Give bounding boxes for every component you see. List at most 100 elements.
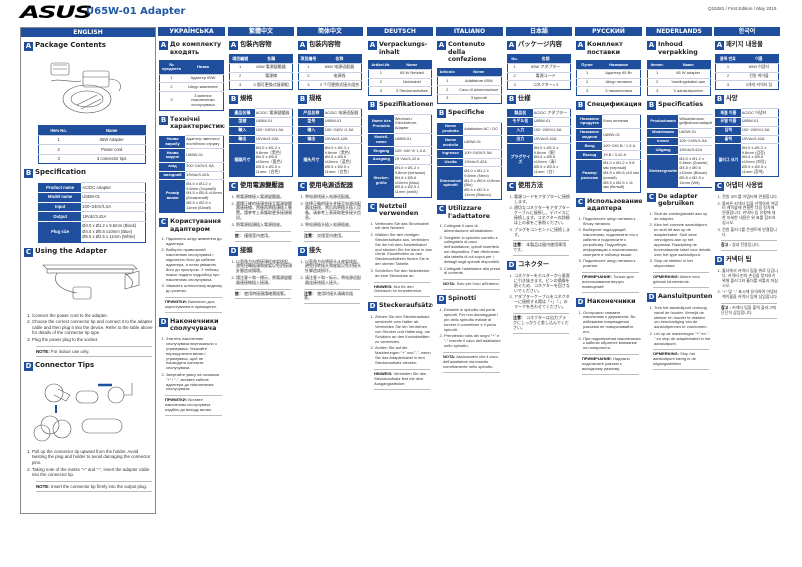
spec-label: 플러그 크기	[715, 143, 741, 177]
section-title: 規格	[240, 95, 253, 103]
item-number: 1	[368, 68, 393, 79]
section-title: Spinotti	[448, 295, 477, 303]
connector-steps: コネクターをホルダーから垂直に引き抜きます。ピンの損傷を防ぐため、コネクターを回…	[507, 273, 571, 310]
spec-value: 100~240 В / 1.5 А	[602, 141, 641, 151]
language-column-5: ITALIANO A Contenuto della confezione Artic…	[436, 27, 503, 532]
asus-logo: ASUS	[20, 3, 93, 23]
section-a-heading: A Inhoud verpakking	[647, 41, 711, 56]
connector-steps: 以直角方向將接頭從座架拔起，避免扭轉插頭和座架以免對接頭針腳造成損壞。請注意＋和…	[229, 259, 293, 286]
section-letter: A	[647, 41, 656, 50]
usage-note: 注意： 仅限室内使用。	[304, 230, 360, 242]
section-letter: A	[229, 41, 238, 50]
section-a-heading: A Package Contents	[24, 41, 154, 51]
table-row: Название продукта Блок питания	[576, 114, 641, 129]
table-row: вхід 100~240V/1.5A	[159, 161, 224, 172]
section-c-heading: C 使用方法	[507, 182, 571, 192]
note-label: OPMERKING:	[653, 351, 679, 357]
table-row: Nome prodotto Adattatore AC / DC	[437, 121, 502, 136]
spec-value: AC/DC 電源變壓器	[254, 108, 293, 118]
connector-steps: Trek het aansluitpunt omhoog vanaf de ho…	[647, 305, 711, 347]
spec-label: Назва моделі	[159, 148, 186, 163]
section-title: 接头	[309, 246, 322, 254]
table-row: Product name AC/DC Adapter	[38, 182, 146, 193]
section-a-heading: A До комплекту входять	[159, 41, 224, 56]
step: Ziehen Sie den Steckeraufsatz senkrecht …	[375, 314, 432, 344]
table-row: Plug size Ø4.0 x Ø1.2 x 9.8mm (Black) Ø4.…	[38, 220, 146, 243]
usage-note: ПРИМЕЧАНИЕ: Только для использования вну…	[582, 271, 639, 293]
section-letter: B	[229, 95, 238, 105]
table-row: 1 Адаптер 65W	[159, 73, 224, 83]
table-row: 1 65W アダプター	[507, 62, 571, 73]
spec-label: Stekkergrootte	[647, 154, 679, 188]
item-number: 1	[159, 73, 183, 83]
usage-steps: 將電源線接入電源變壓器。選擇正確的接頭並接至電源變壓器連接線，然後再將插頭插入裝…	[229, 194, 293, 227]
step: 올바른 커넥터 팁을 선택하여 어댑터 케이블에 연결한 다음 장치에 연결합니…	[722, 201, 779, 227]
spec-value: 19Vdc/3.42A	[254, 134, 293, 144]
item-name: 3 змінних наконечники сполучувача	[182, 91, 224, 111]
section-title: Specification	[35, 168, 86, 177]
note-label: HINWEIS:	[374, 370, 393, 376]
step: Виберіть правильний наконечник сполучува…	[166, 247, 224, 282]
table-row: 出力 19Vdc/3.42A	[507, 134, 571, 144]
step: Увімкніть штепсельну виделку до розетки.	[166, 283, 224, 294]
section-title: 使用電源變壓器	[240, 182, 285, 190]
table-row: 1 65W Adapter	[38, 134, 146, 145]
package-contents-table: Пункт Название 1 Адаптер 65 Вт 2 Шнур питания…	[576, 60, 641, 97]
item-number: 3	[298, 80, 318, 90]
note-label: 注意：	[304, 290, 316, 296]
table-row: Stecker-größe Ø4,0 x Ø1,2 x 9,8mm (schwar…	[368, 163, 432, 198]
note-text: Nur für den Gebrauch im Innenbereich.	[374, 283, 423, 294]
section-title: Steckeraufsätze	[379, 302, 433, 310]
note-text: コネクターは出力プラグにしっかりと差し込んでください。	[513, 315, 569, 330]
step: Prendendo nota dei segni "+" e "-" inser…	[444, 333, 502, 349]
note-label: ПРИМІТКИ:	[165, 299, 187, 305]
step: Wählen Sie den richtigen Steckeraufsatz …	[375, 232, 432, 267]
item-number: 1	[715, 62, 740, 73]
spec-value: Ø4.0 x Ø1.2 x 9.8mm（黒） Ø4.5 x Ø0.6 x10mm…	[532, 143, 571, 177]
table-row: Productnaam Wisselstroom/ gelijkstroomada…	[647, 114, 712, 129]
item-name: Адаптер 65W	[182, 73, 224, 83]
section-letter: A	[715, 41, 724, 50]
spec-value: 19Vdc/3.42A	[81, 211, 146, 222]
section-letter: B	[298, 95, 307, 105]
note-text: Verbinden Sie den Steckeraufsatz fest mi…	[374, 370, 427, 386]
item-name: 65W 電源變壓器	[250, 62, 293, 73]
section-title: 패키지 내용물	[726, 41, 763, 48]
spec-value: 19Vdc/3.42A	[185, 170, 224, 180]
note-label: HINWEIS:	[374, 283, 393, 289]
step: Schließen Sie den Netzstecker an eine St…	[375, 268, 432, 279]
table-row: 모델 이름 U65W-01	[715, 116, 779, 127]
table-row: 输出 19Vdc/3.42A	[298, 134, 362, 144]
spec-value: U65W-01	[323, 116, 362, 127]
spec-value: 100~240 V/ 1,5 A	[393, 146, 432, 156]
spec-value: Adattatore AC / DC	[463, 121, 502, 136]
section-letter: A	[507, 41, 516, 50]
item-number: 2	[38, 144, 79, 155]
specification-table: Назва виробу Адаптер змінного/ постійного…	[159, 134, 224, 214]
language-column-9: 한국어 A 패키지 내용물 품목 번호 이름 1 65W 어댑터 2 전원 케이블 3 3개의 커넥…	[714, 27, 780, 532]
table-row: 1 65W 电源适配器	[298, 62, 362, 73]
spec-value: Ø4.0 x Ø1.2 x 9.8mm (Black) Ø4.5 x Ø0.6 …	[81, 220, 146, 243]
usage-note: NOTA: Solo per l'uso all'interno.	[443, 279, 500, 291]
usage-steps: Verbinden Sie das Stromkabel mit dem Net…	[368, 221, 432, 279]
column-header: Articolo	[437, 68, 457, 77]
spec-label: Название продукта	[576, 114, 603, 129]
spec-label: Розмір вилки	[159, 179, 186, 213]
table-row: モデル名 U65W-01	[507, 116, 571, 127]
item-number: 1	[647, 68, 667, 79]
specification-table: Product name AC/DC Adapter Model name U65W-…	[38, 182, 146, 243]
specification-table: 產品名稱 AC/DC 電源變壓器 型號 U65W-01 輸入 100~240V/1.5A 輸…	[229, 108, 293, 178]
item-number: 2	[368, 77, 393, 87]
section-title: Inhoud verpakking	[658, 41, 698, 56]
spec-label: вихідний	[159, 170, 186, 180]
spec-value: AC/DC 电源适配器	[323, 108, 362, 118]
table-row: 1 65 W adapter	[647, 68, 711, 79]
spec-value: 100~240V/1.5A	[678, 136, 712, 146]
spec-value: U65W-01	[185, 148, 224, 163]
column-header: 名稱	[250, 54, 293, 64]
specification-table: Productnaam Wisselstroom/ gelijkstroomada…	[647, 114, 712, 188]
item-name: 65W アダプター	[521, 62, 571, 73]
section-title: 接頭	[240, 246, 253, 254]
column-header: Itemnr.	[647, 60, 667, 70]
section-letter: A	[437, 41, 446, 50]
